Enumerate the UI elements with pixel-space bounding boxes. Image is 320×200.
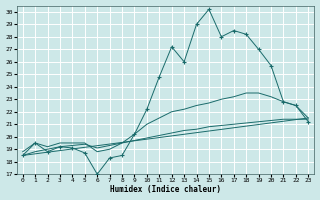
X-axis label: Humidex (Indice chaleur): Humidex (Indice chaleur) — [110, 185, 221, 194]
